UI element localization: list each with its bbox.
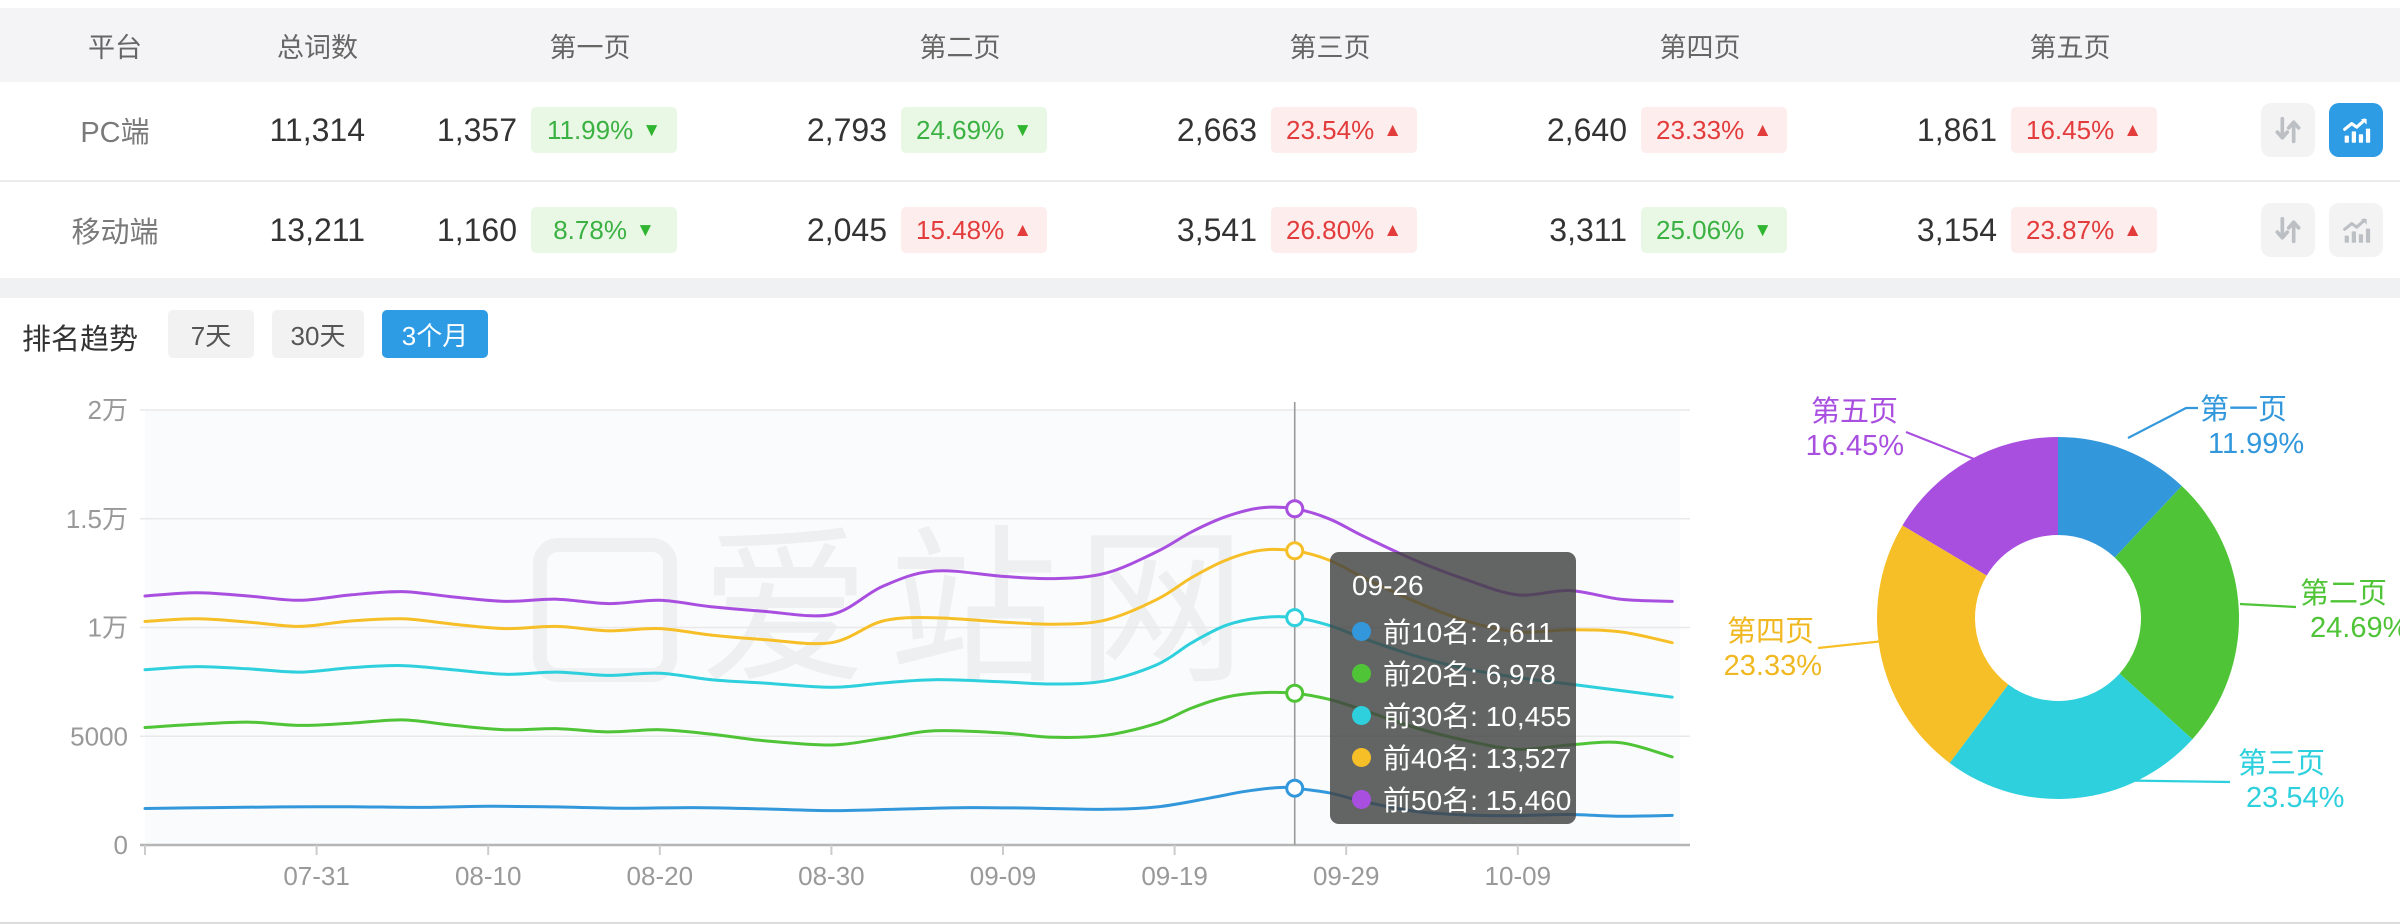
svg-text:5000: 5000	[70, 721, 128, 751]
svg-text:09-19: 09-19	[1141, 861, 1208, 891]
table-header-row: 平台 总词数 第一页 第二页 第三页 第四页 第五页	[0, 8, 2400, 82]
svg-text:08-10: 08-10	[455, 861, 522, 891]
page2-pct-badge: 24.69% ▼	[901, 107, 1047, 153]
chart-tooltip: 09-26 前10名: 2,611 前20名: 6,978 前30名: 10,4…	[1330, 552, 1576, 824]
donut-pct-page2: 24.69%	[2310, 612, 2400, 644]
trend-down-icon: ▼	[642, 119, 662, 141]
donut-label-page5: 第五页	[1810, 396, 1898, 428]
trend-down-icon: ▼	[1753, 219, 1772, 241]
platform-label: PC端	[80, 117, 150, 149]
svg-text:09-29: 09-29	[1313, 861, 1380, 891]
svg-text:09-09: 09-09	[970, 861, 1037, 891]
donut-pct-page5: 16.45%	[1805, 430, 1904, 462]
tooltip-row: 前20名: 6,978	[1352, 652, 1556, 694]
page3-pct-badge: 26.80% ▲	[1271, 207, 1417, 253]
page3-pct-badge: 23.54% ▲	[1271, 107, 1417, 153]
svg-text:10-09: 10-09	[1485, 861, 1552, 891]
sort-icon[interactable]	[2261, 203, 2315, 257]
donut-pct-page4: 23.33%	[1723, 650, 1822, 682]
trend-chart-icon[interactable]	[2329, 203, 2383, 257]
trend-down-icon: ▼	[635, 219, 655, 241]
series-dot-green	[1352, 663, 1371, 683]
page1-count: 1,160	[436, 211, 517, 248]
svg-text:0: 0	[114, 830, 128, 860]
page5-count: 1,861	[1916, 111, 1997, 148]
trend-section-title: 排名趋势	[22, 324, 139, 356]
series-dot-yellow	[1352, 747, 1371, 767]
trend-up-icon: ▲	[1383, 119, 1402, 141]
svg-text:1.5万: 1.5万	[66, 504, 128, 534]
page4-count: 3,311	[1549, 211, 1627, 248]
table-row-pc[interactable]: PC端 11,314 1,357 11.99% ▼ 2,793 24.69% ▼ 2…	[0, 82, 2400, 178]
page4-count: 2,640	[1546, 111, 1627, 148]
trend-up-icon: ▲	[2123, 119, 2142, 141]
svg-text:2万: 2万	[88, 395, 128, 425]
page3-count: 3,541	[1176, 211, 1257, 248]
col-page1: 第一页	[549, 32, 631, 63]
page4-pct-badge: 23.33% ▲	[1641, 107, 1787, 153]
tab-3months[interactable]: 3个月	[382, 310, 488, 358]
total-words-value: 11,314	[269, 111, 366, 148]
tooltip-row: 前30名: 10,455	[1352, 694, 1571, 736]
page1-pct-badge: 11.99% ▼	[531, 107, 677, 153]
trend-up-icon: ▲	[1383, 219, 1402, 241]
svg-text:08-20: 08-20	[627, 861, 694, 891]
col-page5: 第五页	[2029, 32, 2111, 63]
tab-7days[interactable]: 7天	[168, 310, 254, 358]
series-dot-cyan	[1352, 705, 1371, 725]
trend-up-icon: ▲	[1753, 119, 1772, 141]
page5-pct-badge: 23.87% ▲	[2011, 207, 2157, 253]
trend-down-icon: ▼	[1013, 119, 1032, 141]
total-words-value: 13,211	[269, 211, 366, 248]
page4-pct-badge: 25.06% ▼	[1641, 207, 1787, 253]
tab-30days[interactable]: 30天	[272, 310, 364, 358]
donut-label-page4: 第四页	[1726, 616, 1814, 648]
donut-label-page3: 第三页	[2238, 748, 2326, 780]
col-page3: 第三页	[1289, 32, 1371, 63]
page1-pct-badge: 8.78% ▼	[531, 207, 677, 253]
series-dot-purple	[1352, 789, 1371, 809]
page2-count: 2,045	[806, 211, 887, 248]
tooltip-row: 前10名: 2,611	[1352, 610, 1554, 652]
page5-count: 3,154	[1916, 211, 1997, 248]
col-platform: 平台	[88, 32, 142, 63]
page1-count: 1,357	[436, 111, 517, 148]
page2-pct-badge: 15.48% ▲	[901, 207, 1047, 253]
tooltip-date: 09-26	[1352, 570, 1424, 601]
donut-pct-page3: 23.54%	[2246, 782, 2345, 814]
page5-pct-badge: 16.45% ▲	[2011, 107, 2157, 153]
section-divider	[0, 278, 2400, 298]
trend-up-icon: ▲	[1013, 219, 1032, 241]
svg-text:1万: 1万	[88, 613, 128, 643]
svg-text:07-31: 07-31	[283, 861, 350, 891]
col-page2: 第二页	[919, 32, 1001, 63]
sort-icon[interactable]	[2261, 103, 2315, 157]
table-row-mobile[interactable]: 移动端 13,211 1,160 8.78% ▼ 2,045 15.48% ▲ 3,…	[0, 180, 2400, 278]
page2-count: 2,793	[806, 111, 887, 148]
svg-text:爱站网: 爱站网	[700, 515, 1264, 705]
trend-up-icon: ▲	[2123, 219, 2142, 241]
platform-label: 移动端	[71, 217, 159, 249]
series-dot-blue	[1352, 621, 1371, 641]
tooltip-row: 前40名: 13,527	[1352, 736, 1571, 778]
page3-count: 2,663	[1176, 111, 1257, 148]
donut-label-page2: 第二页	[2300, 578, 2388, 610]
donut-label-page1: 第一页	[2200, 394, 2288, 426]
col-total-words: 总词数	[277, 32, 358, 63]
col-page4: 第四页	[1659, 32, 1741, 63]
trend-chart-icon[interactable]	[2329, 103, 2383, 157]
donut-pct-page1: 11.99%	[2208, 428, 2305, 460]
trend-toolbar: 排名趋势 7天 30天 3个月	[0, 310, 2400, 362]
tooltip-row: 前50名: 15,460	[1352, 778, 1571, 820]
svg-text:08-30: 08-30	[798, 861, 865, 891]
